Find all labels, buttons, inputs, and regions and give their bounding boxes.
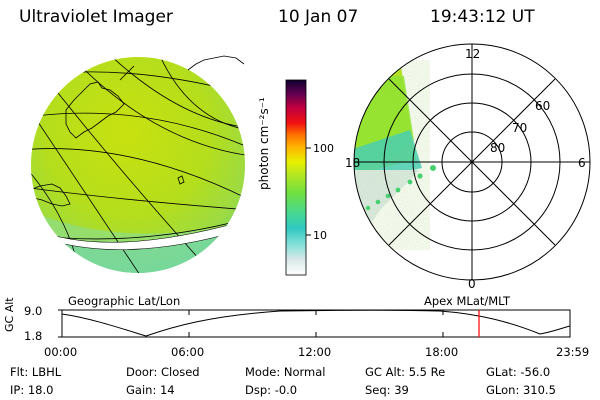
mlat-label-80: 80 — [490, 141, 506, 155]
time-tick-1800: 18:00 — [425, 345, 459, 359]
mlt-label-18: 18 — [345, 156, 361, 170]
mlat-label-70: 70 — [512, 121, 528, 135]
colorbar-tick-10: 10 — [313, 229, 327, 242]
geo-caption: Geographic Lat/Lon — [68, 294, 181, 308]
color-scale-bar — [285, 79, 311, 276]
status-flt: Flt: LBHL — [10, 365, 62, 379]
altitude-axis-label: GC Alt — [3, 297, 16, 332]
altitude-strip-plot — [58, 309, 571, 338]
mlat-label-60: 60 — [535, 99, 551, 113]
time-tick-0000: 00:00 — [44, 345, 78, 359]
status-ip: IP: 18.0 — [10, 383, 54, 397]
mlt-label-12: 12 — [465, 47, 481, 61]
mlt-label-0: 0 — [468, 277, 476, 291]
instrument-title: Ultraviolet Imager — [19, 7, 173, 27]
status-gain: Gain: 14 — [126, 383, 175, 397]
status-mode: Mode: Normal — [245, 365, 326, 379]
date-label: 10 Jan 07 — [278, 7, 359, 27]
status-dsp: Dsp: -0.0 — [245, 383, 298, 397]
status-gc-alt: GC Alt: 5.5 Re — [365, 365, 446, 379]
status-glat: GLat: -56.0 — [486, 365, 551, 379]
status-glon: GLon: 310.5 — [486, 383, 556, 397]
status-seq: Seq: 39 — [365, 383, 409, 397]
time-tick-1200: 12:00 — [298, 345, 332, 359]
geographic-view — [31, 55, 245, 273]
mlt-label-6: 6 — [578, 156, 586, 170]
colorbar-tick-100: 100 — [313, 142, 334, 155]
colorbar-unit-label: photon cm⁻²s⁻¹ — [257, 97, 271, 190]
altitude-tick-max: 9.0 — [24, 304, 43, 318]
altitude-tick-min: 1.8 — [24, 329, 43, 343]
polar-mlat-mlt-plot — [353, 43, 591, 281]
time-tick-0600: 06:00 — [171, 345, 205, 359]
status-door: Door: Closed — [126, 365, 200, 379]
polar-caption: Apex MLat/MLT — [424, 294, 511, 308]
time-label: 19:43:12 UT — [430, 7, 535, 27]
time-tick-2359: 23:59 — [556, 345, 590, 359]
